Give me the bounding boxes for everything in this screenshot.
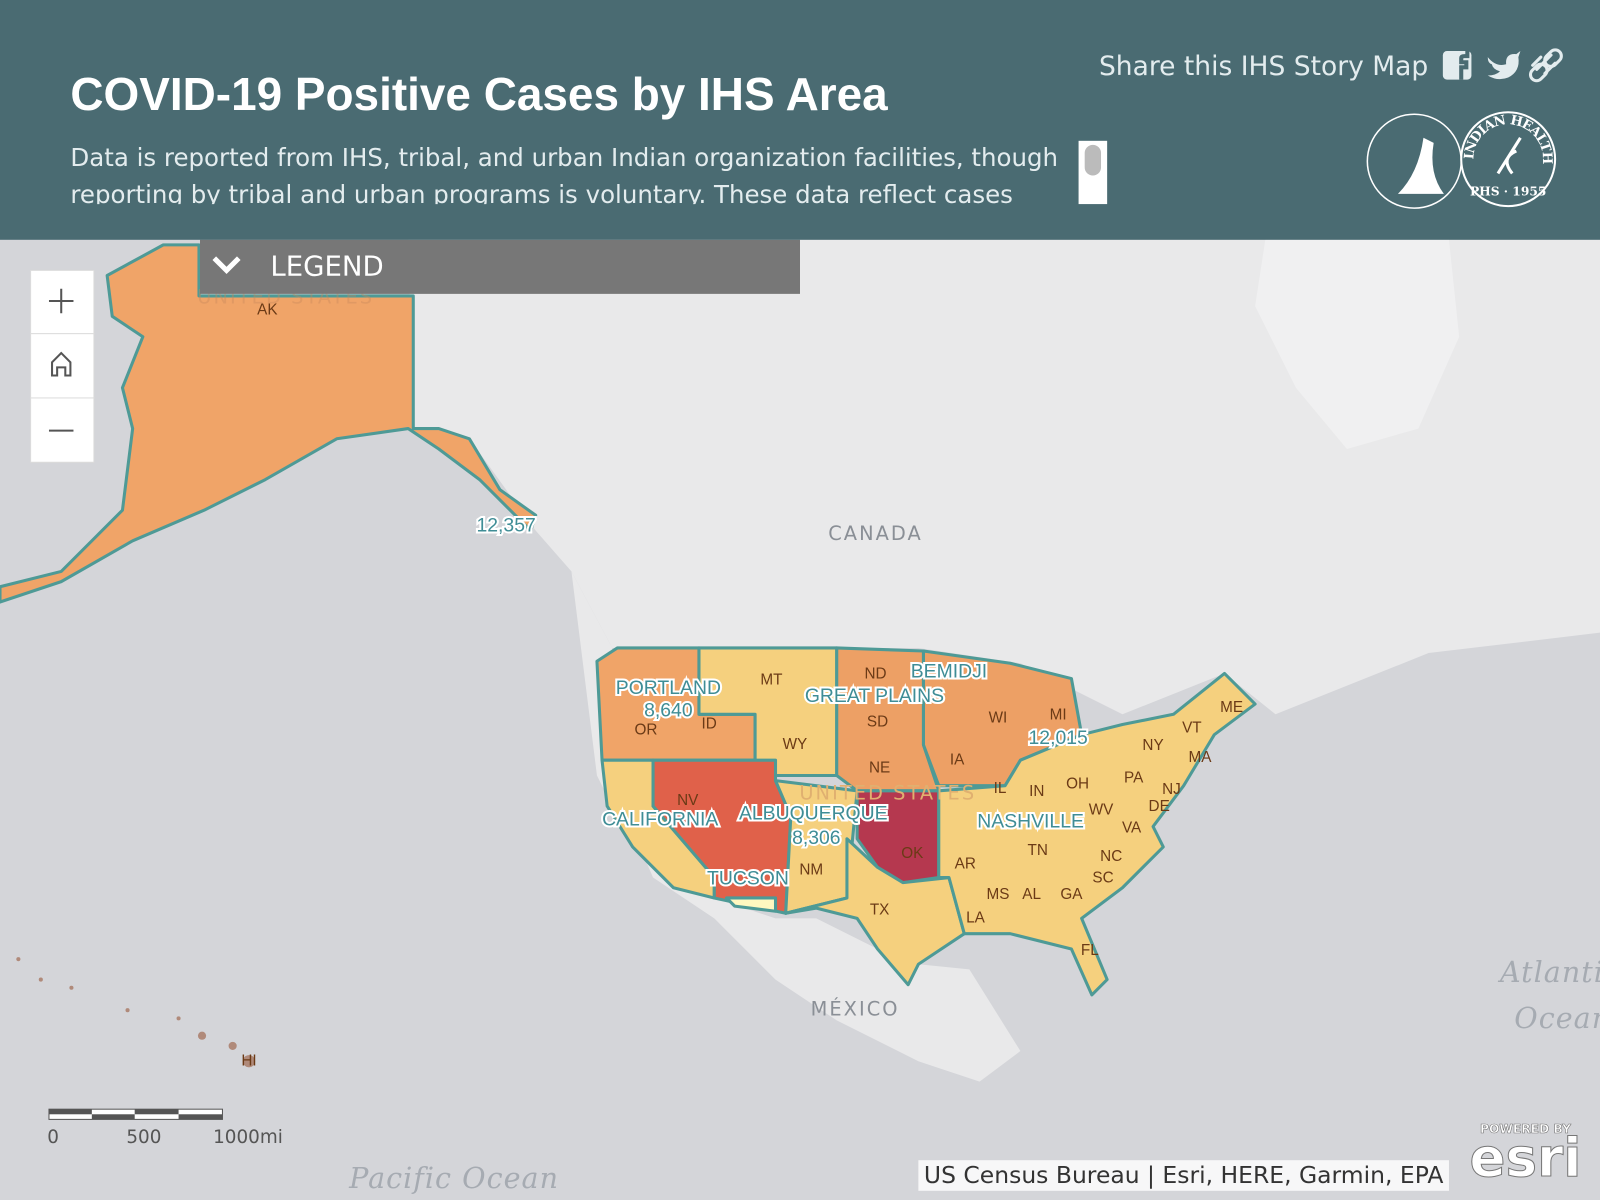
hawaii-islands [16, 957, 256, 1068]
state-label: OH [1066, 776, 1089, 793]
state-label: TN [1028, 842, 1048, 859]
ocean-label: Atlanti [1497, 955, 1600, 989]
scale-label: 0 [47, 1127, 59, 1148]
state-label: VA [1122, 820, 1142, 837]
area-label: 8,306 [792, 827, 841, 849]
header-description: Data is reported from IHS, tribal, and u… [70, 143, 1058, 172]
state-label: DE [1149, 798, 1170, 815]
area-label: CALIFORNIA [602, 809, 718, 831]
state-label: NM [799, 861, 823, 878]
twitter-icon[interactable] [1487, 51, 1521, 80]
texas-area [784, 837, 966, 987]
header-title: COVID-19 Positive Cases by IHS Area [70, 68, 888, 120]
state-label: IN [1029, 783, 1044, 800]
state-label: OK [901, 845, 924, 862]
facebook-icon[interactable] [1442, 51, 1472, 80]
state-label: IL [994, 780, 1007, 797]
tucson-area [725, 896, 778, 913]
header [0, 0, 1600, 240]
state-label: ME [1220, 699, 1243, 716]
state-label: WV [1089, 801, 1114, 818]
state-label: SC [1092, 870, 1113, 887]
country-label: CANADA [828, 522, 923, 545]
state-label: MI [1050, 706, 1067, 723]
state-label: HI [241, 1052, 256, 1069]
state-label: NC [1100, 848, 1122, 865]
area-label: 12,015 [1029, 727, 1088, 749]
chevron-icon [212, 256, 241, 275]
link-icon[interactable] [1528, 47, 1564, 83]
nashville-area [937, 671, 1257, 997]
legend-label: LEGEND [270, 250, 383, 282]
state-label: NY [1142, 737, 1163, 754]
area-label: 12,357 [476, 515, 535, 537]
state-label: VT [1182, 720, 1202, 737]
state-label: AK [257, 301, 278, 318]
mexico-land [571, 571, 1021, 1082]
country-label: UNITED STATES [799, 781, 976, 804]
scale-label: 1000mi [213, 1127, 283, 1148]
attribution: US Census Bureau | Esri, HERE, Garmin, E… [924, 1161, 1444, 1189]
state-label: SD [867, 713, 888, 730]
esri-logo: esri [1470, 1127, 1582, 1189]
state-label: MA [1189, 749, 1213, 766]
state-label: ND [864, 666, 886, 683]
esri-powered: POWERED BY [1480, 1122, 1571, 1136]
state-label: MS [986, 886, 1009, 903]
header-description: reporting by tribal and urban programs i… [70, 180, 1013, 209]
state-label: NE [869, 759, 890, 776]
scale-label: 500 [126, 1127, 161, 1148]
state-label: GA [1060, 886, 1083, 903]
state-label: WY [783, 736, 808, 753]
legend-bar [200, 239, 800, 294]
state-label: OR [634, 722, 657, 739]
share-label: Share this IHS Story Map [1099, 51, 1428, 82]
ocean-label: Ocean [1514, 1001, 1600, 1035]
area-label: BEMIDJI [911, 661, 987, 683]
scrollbar-thumb[interactable] [1084, 144, 1102, 176]
state-label: LA [966, 909, 986, 926]
state-label: TX [870, 901, 890, 918]
state-label: FL [1081, 942, 1099, 959]
state-label: PA [1124, 770, 1144, 787]
area-label: TUCSON [707, 868, 789, 890]
area-label: PORTLAND [616, 677, 721, 699]
area-label: 8,640 [644, 699, 693, 721]
state-label: AL [1022, 886, 1041, 903]
area-label: ALBUQUERQUE [739, 802, 888, 824]
scale-bar: 0 500 1000mi [47, 1108, 283, 1148]
ocean-label: Pacific Ocean [348, 1161, 559, 1195]
area-label: NASHVILLE [977, 811, 1084, 833]
zoom-in-button[interactable] [30, 269, 95, 335]
zoom-out-button[interactable] [30, 397, 95, 463]
state-label: AR [955, 855, 976, 872]
greenland-land [1255, 239, 1460, 449]
zoom-controls [30, 269, 95, 463]
state-label: MT [760, 672, 782, 689]
alaska-area [0, 243, 538, 604]
legend-toggle[interactable]: LEGEND [200, 239, 800, 294]
logo-year: PHS · 1955 [1470, 184, 1546, 198]
state-label: NV [677, 792, 699, 809]
attribution-box [918, 1160, 1449, 1191]
area-label: GREAT PLAINS [805, 685, 944, 707]
state-label: NJ [1162, 781, 1181, 798]
state-label: WI [989, 709, 1008, 726]
state-label: IA [950, 751, 965, 768]
home-button[interactable] [30, 333, 95, 399]
country-label: MÉXICO [811, 998, 900, 1021]
state-label: ID [702, 716, 717, 733]
